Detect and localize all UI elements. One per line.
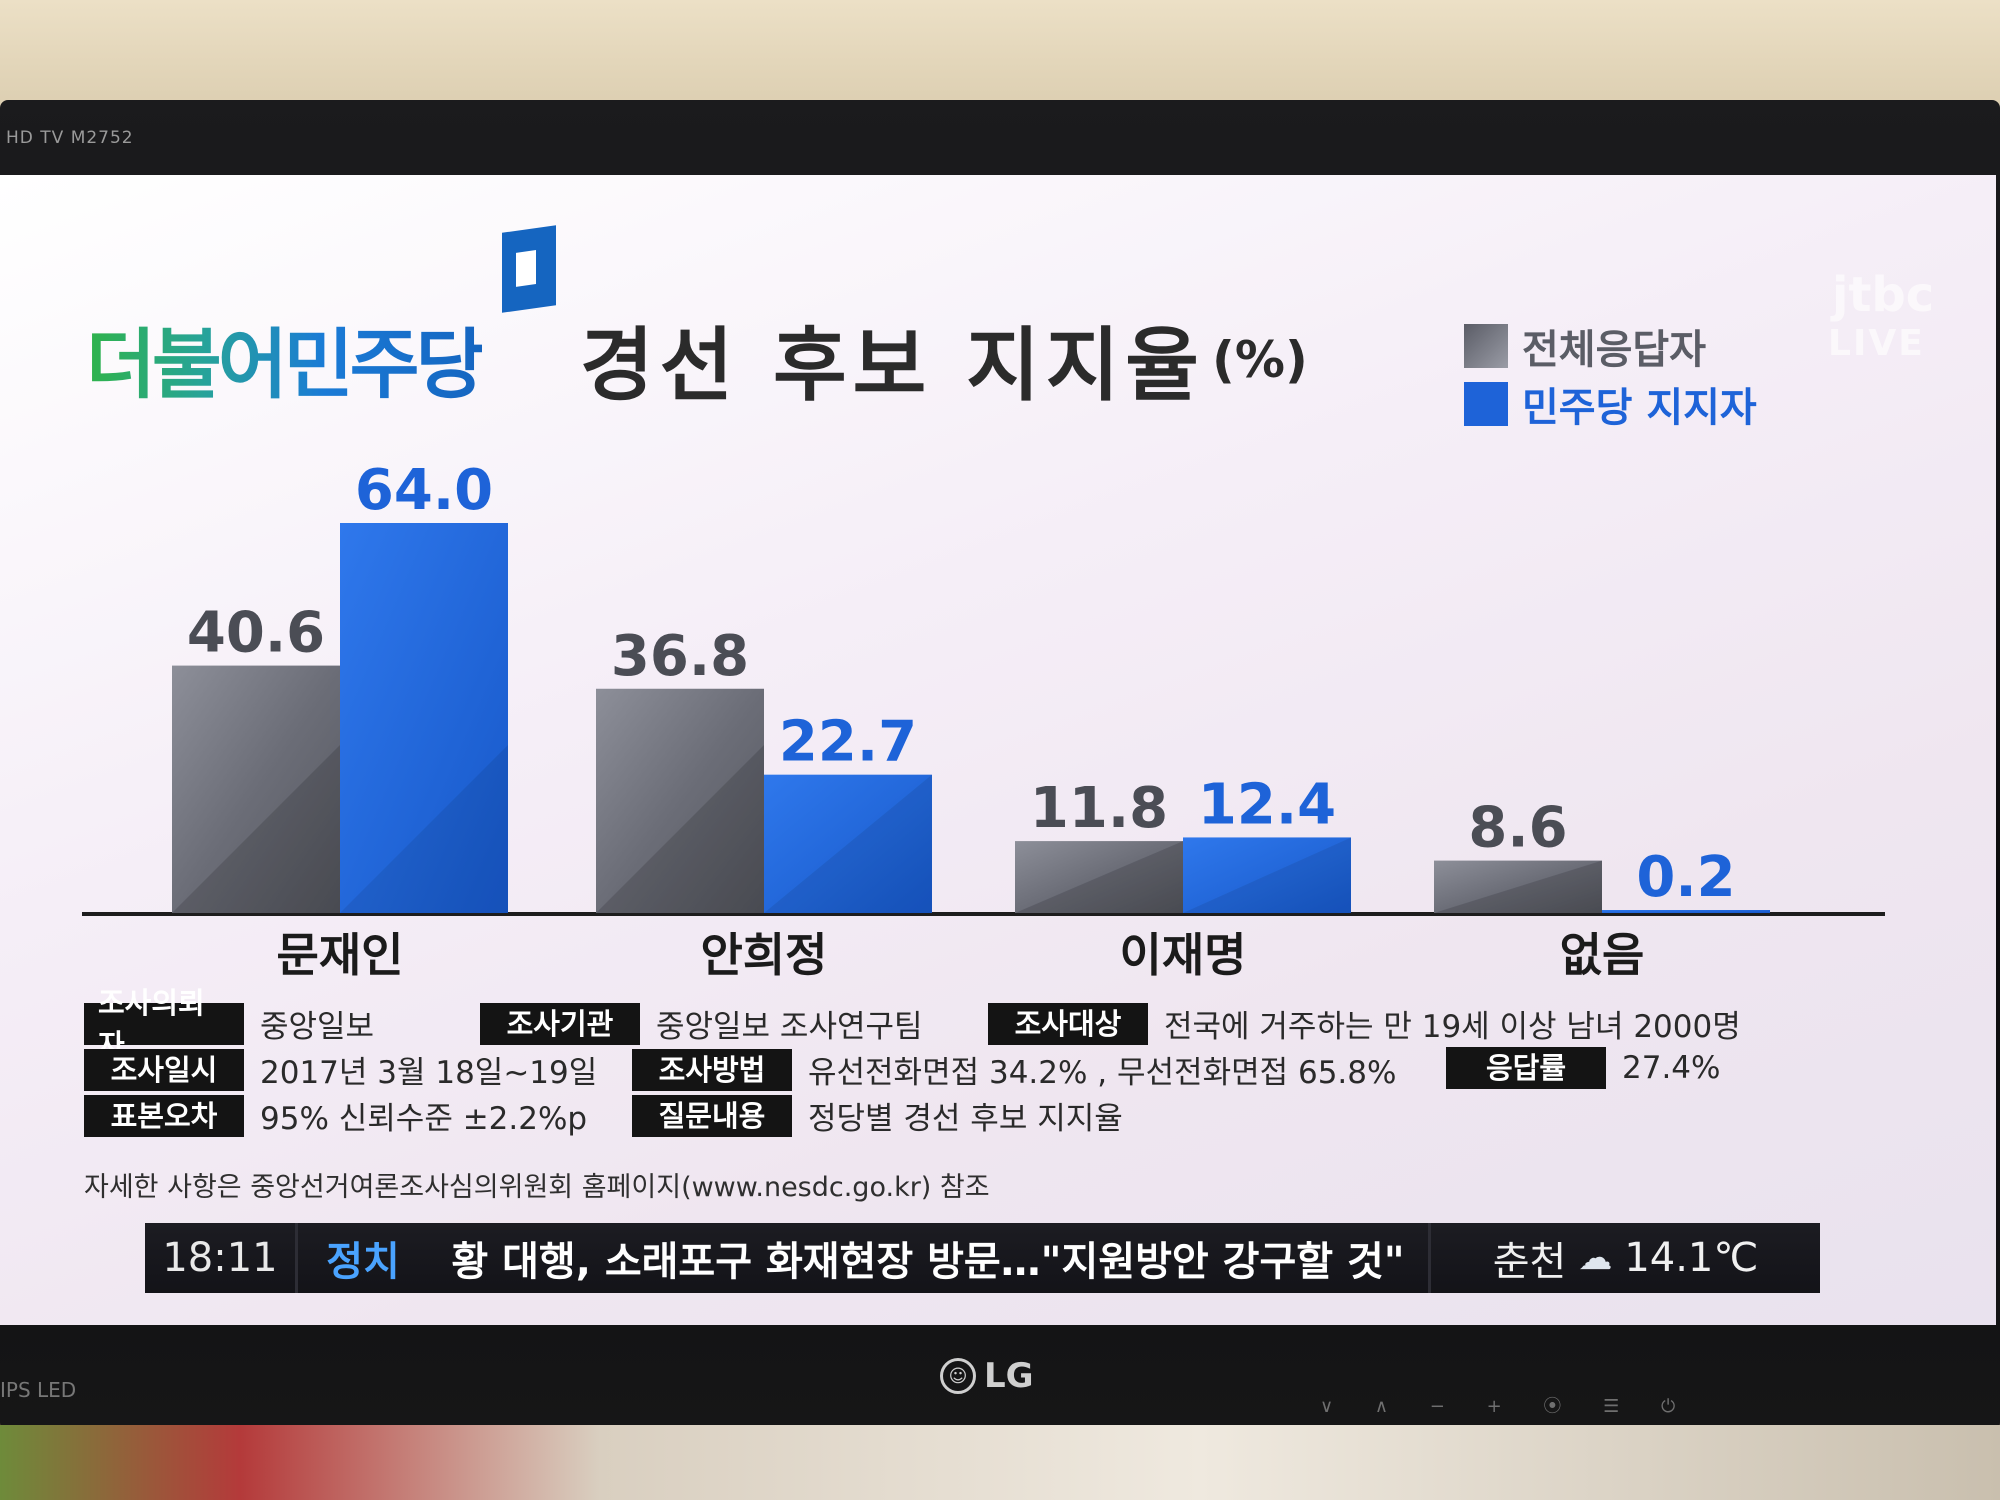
ticker-weather: 춘천 ☁ 14.1℃ — [1431, 1229, 1820, 1287]
bar-shading — [764, 774, 932, 913]
data-label: 64.0 — [355, 458, 493, 523]
bar-all-respondents — [1015, 841, 1183, 913]
bar-shading — [596, 745, 764, 913]
ticker-headline: 황 대행, 소래포구 화재현장 방문…"지원방안 강구할 것" — [451, 1239, 1405, 1285]
bar-all-respondents — [1434, 860, 1602, 913]
chart-legend: 전체응답자 민주당 지지자 — [1464, 317, 1757, 433]
party-logo: 더불어민주당 — [86, 303, 486, 413]
data-label: 8.6 — [1468, 796, 1567, 861]
ticker-divider — [1428, 1223, 1431, 1293]
bar-shading — [172, 745, 340, 913]
weather-temperature: 14.1℃ — [1624, 1235, 1759, 1281]
weather-city: 춘천 — [1492, 1239, 1567, 1285]
data-label: 12.4 — [1198, 772, 1336, 837]
bar-shading — [340, 745, 508, 913]
cloud-icon: ☁ — [1578, 1238, 1613, 1278]
ticker-category: 정치 — [326, 1239, 400, 1285]
data-label: 22.7 — [779, 710, 917, 775]
lg-logo-text: LG — [984, 1356, 1034, 1396]
ticker-time: 18:11 — [162, 1235, 278, 1281]
category-label: 안희정 — [701, 928, 828, 982]
bar-democrat-supporters — [764, 774, 932, 913]
bar-democrat-supporters — [1183, 837, 1351, 913]
channel-logo: jtbc — [1832, 267, 1935, 323]
tv-screen: 더불어민주당 경선 후보 지지율 (%) 전체응답자 민주당 지지자 jtbc … — [0, 175, 1996, 1325]
bar-democrat-supporters — [1602, 910, 1770, 913]
tv-model-label: HD TV M2752 — [6, 128, 134, 148]
legend-item-all: 전체응답자 — [1464, 317, 1757, 375]
legend-swatch-gray — [1464, 324, 1508, 368]
news-ticker: 18:11 정치 황 대행, 소래포구 화재현장 방문…"지원방안 강구할 것"… — [145, 1223, 1820, 1293]
legend-swatch-blue — [1464, 382, 1508, 426]
tv-panel-label: IPS LED — [0, 1378, 77, 1402]
category-label: 문재인 — [277, 928, 404, 982]
bar-all-respondents — [172, 665, 340, 913]
lg-logo-icon: ☺ — [940, 1358, 976, 1394]
table-foreground — [0, 1425, 2000, 1500]
data-label: 40.6 — [187, 601, 325, 666]
legend-item-democrat: 민주당 지지자 — [1464, 375, 1757, 433]
bar-all-respondents — [596, 688, 764, 913]
bar-chart: 40.6 64.0 문재인 36.8 22.7 안희정 11.8 12.4 이재명 8.6 0.2 없… — [82, 458, 1885, 982]
chart-title: 경선 후보 지지율 — [580, 319, 1205, 412]
legend-label: 민주당 지지자 — [1522, 385, 1757, 431]
bar-shading — [1183, 837, 1351, 913]
bar-democrat-supporters — [340, 523, 508, 913]
bar-shading — [1015, 841, 1183, 913]
category-label: 없음 — [1560, 928, 1645, 982]
data-label: 36.8 — [611, 624, 749, 689]
bar-shading — [1434, 860, 1602, 913]
data-label: 11.8 — [1030, 776, 1168, 841]
chart-unit: (%) — [1212, 331, 1308, 389]
lg-logo: ☺ LG — [940, 1356, 1034, 1396]
category-label: 이재명 — [1120, 928, 1247, 982]
data-label: 0.2 — [1636, 845, 1735, 910]
live-badge: LIVE — [1828, 323, 1925, 364]
ticker-divider — [295, 1223, 298, 1293]
legend-label: 전체응답자 — [1522, 327, 1706, 373]
tv-control-buttons[interactable]: ∨ ∧ − + ⦿ ☰ ⏻ — [1320, 1396, 1694, 1417]
